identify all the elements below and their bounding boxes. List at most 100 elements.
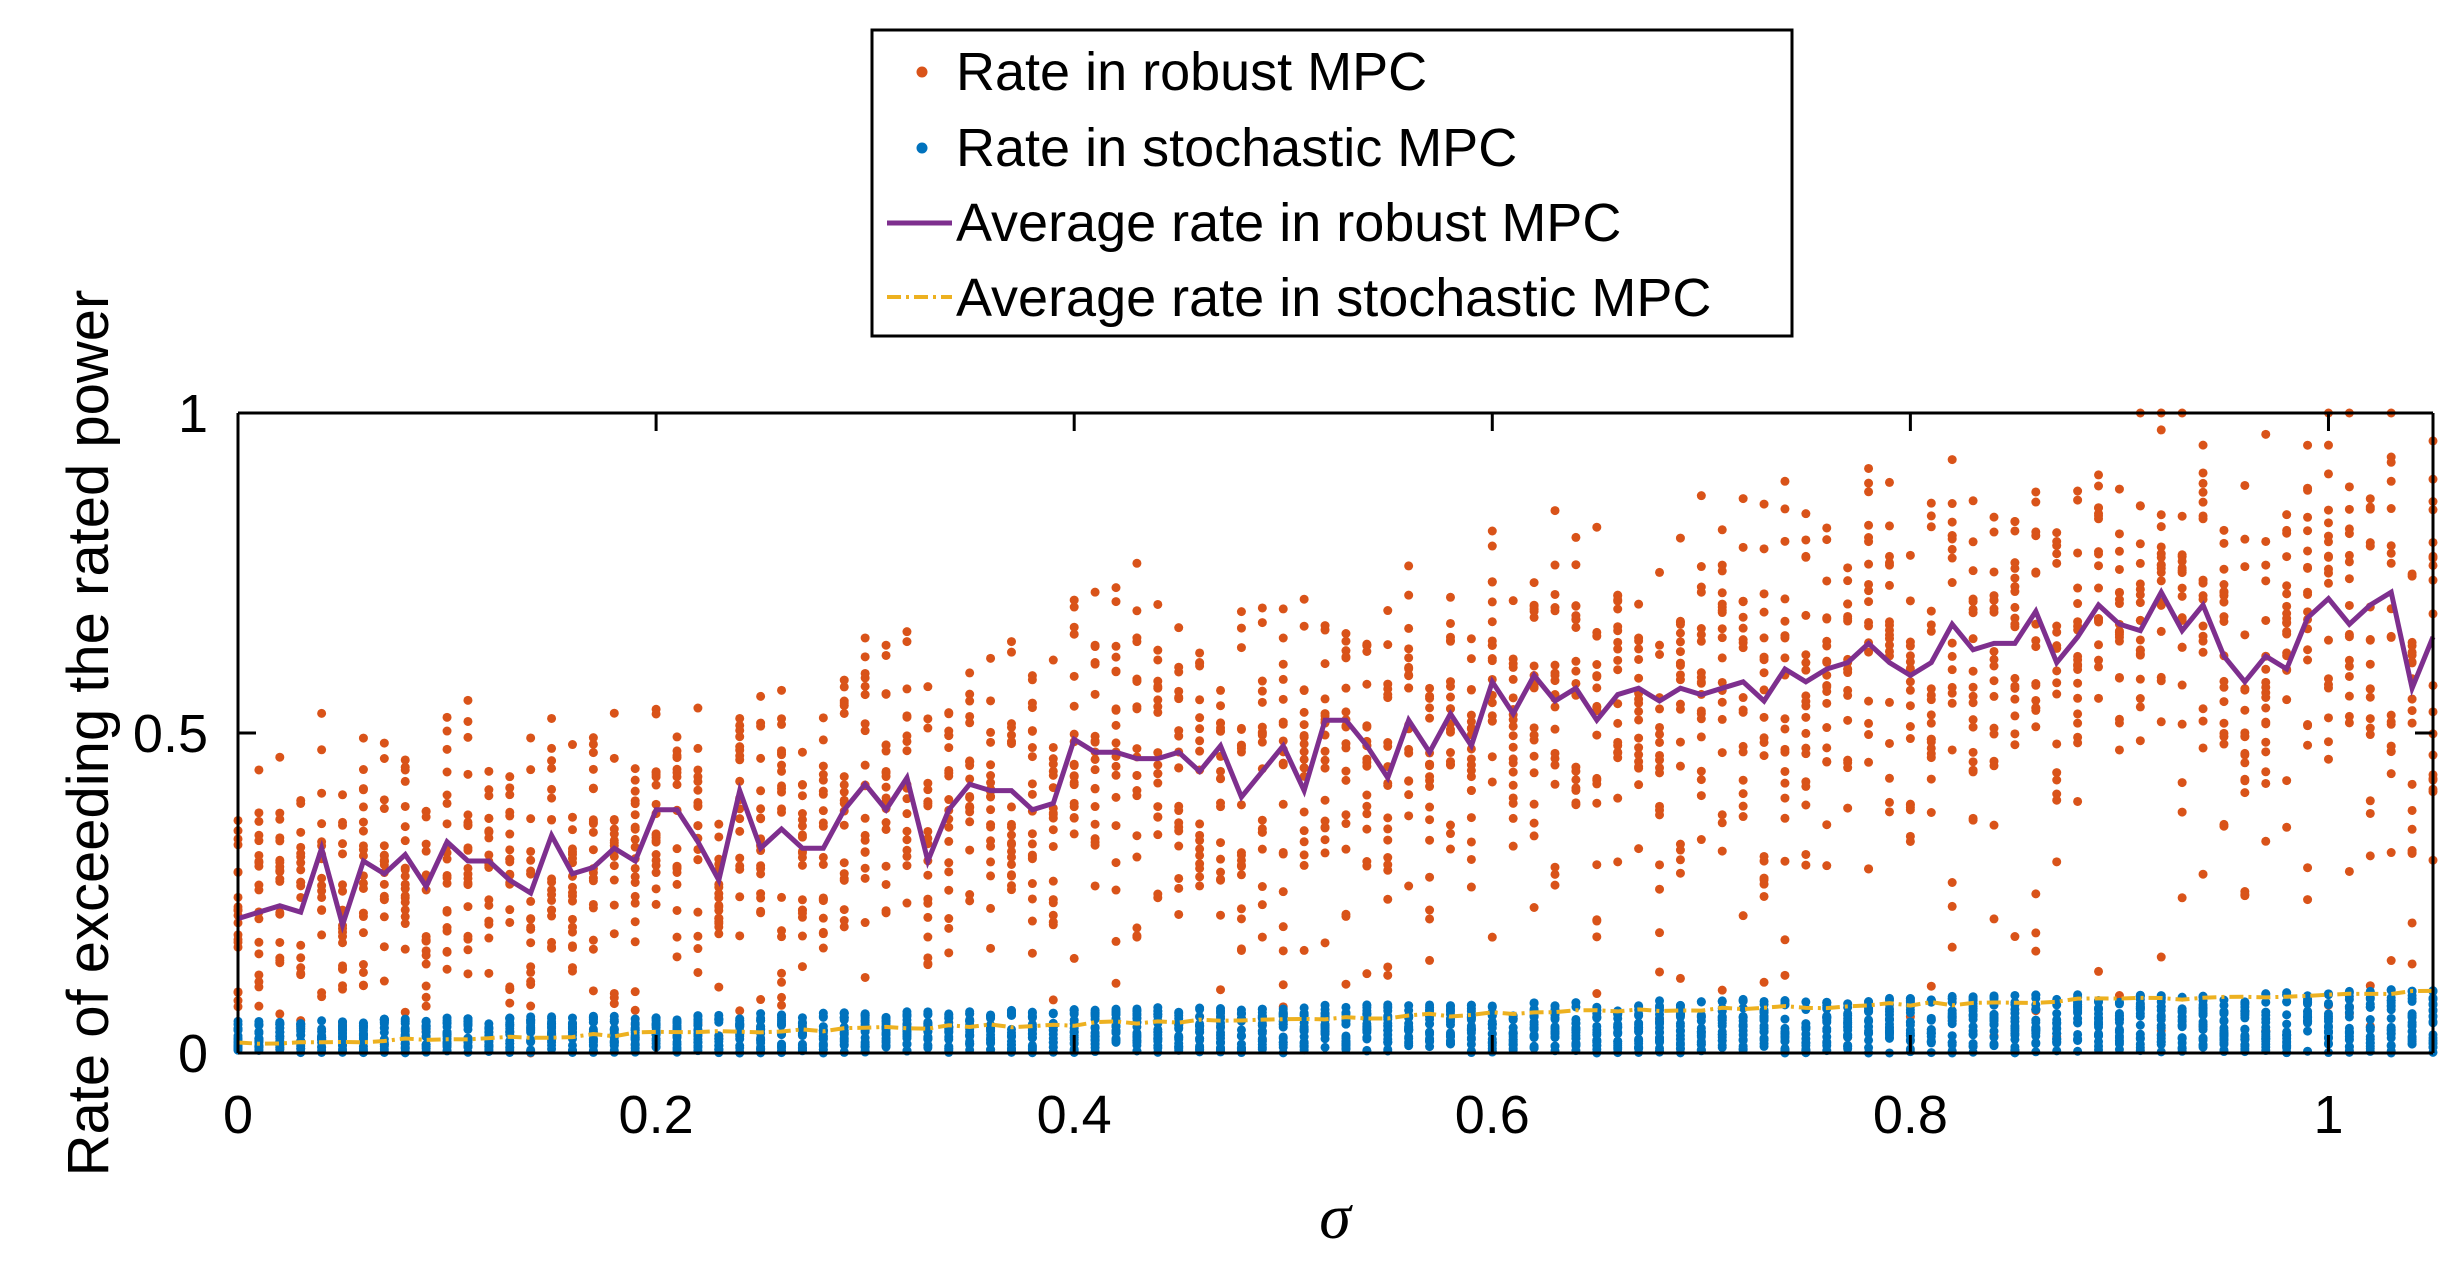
robust-point [567,941,577,951]
robust-point [1717,810,1727,820]
robust-point [1655,750,1665,760]
robust-point [2386,956,2396,966]
robust-point [1696,562,1706,572]
robust-point [254,808,264,818]
robust-point [1550,779,1560,789]
stochastic-point [1780,1014,1790,1024]
robust-point [1278,980,1288,990]
robust-point [923,785,933,795]
robust-point [1592,779,1602,789]
stochastic-point [2219,1007,2229,1017]
robust-point [1069,772,1079,782]
robust-point [1843,755,1853,765]
robust-point [1048,655,1058,665]
robust-point [1153,695,1163,705]
robust-point [2365,851,2375,861]
robust-point [2094,966,2104,976]
robust-point [421,959,431,969]
robust-point [986,822,996,832]
robust-point [1822,657,1832,667]
robust-point [1445,682,1455,692]
robust-point [651,855,661,865]
stochastic-point [1174,1039,1184,1049]
robust-point [2365,723,2375,733]
robust-point [1174,623,1184,633]
robust-point [1655,860,1665,870]
robust-point [1634,633,1644,643]
robust-point [505,845,515,855]
robust-point [1634,715,1644,725]
robust-point [1884,634,1894,644]
robust-point [1153,645,1163,655]
robust-point [275,955,285,965]
robust-point [756,906,766,916]
robust-point [714,922,724,932]
robust-point [2135,645,2145,655]
robust-point [317,992,327,1002]
stochastic-point [818,1012,828,1022]
robust-point [1153,748,1163,758]
robust-point [1508,754,1518,764]
robust-point [1153,812,1163,822]
robust-point [1947,745,1957,755]
robust-point [1801,849,1811,859]
robust-point [296,968,306,978]
robust-point [1550,880,1560,890]
stochastic-point [2240,1013,2250,1023]
robust-point [1404,653,1414,663]
robust-point [2386,558,2396,568]
robust-point [421,992,431,1002]
robust-point [1048,759,1058,769]
stochastic-point [797,1043,807,1053]
robust-point [567,825,577,835]
x-axis-label: σ [1319,1181,1353,1252]
robust-point [1278,799,1288,809]
robust-point [526,1001,536,1011]
robust-point [1111,738,1121,748]
robust-point [1362,801,1372,811]
robust-point [923,723,933,733]
robust-point [1195,850,1205,860]
robust-point [777,781,787,791]
robust-point [1843,613,1853,623]
robust-point [1613,622,1623,632]
robust-point [1989,654,1999,664]
stochastic-point [1655,996,1665,1006]
robust-point [2198,578,2208,588]
robust-point [1487,752,1497,762]
robust-point [2094,549,2104,559]
stochastic-point [2344,1035,2354,1045]
robust-point [400,897,410,907]
y-axis-ticks: 00.51 [133,384,2433,1084]
robust-point [400,912,410,922]
robust-point [923,912,933,922]
robust-point [400,905,410,915]
robust-point [588,873,598,883]
robust-point [505,772,515,782]
robust-point [609,929,619,939]
robust-point [1655,810,1665,820]
robust-point [2344,482,2354,492]
stochastic-point [1864,1015,1874,1025]
stochastic-point [442,1041,452,1051]
robust-point [484,900,494,910]
stochastic-point [1006,1024,1016,1034]
robust-point [735,742,745,752]
robust-point [860,690,870,700]
robust-point [1445,632,1455,642]
robust-point [839,787,849,797]
robust-point [2261,778,2271,788]
robust-point [1780,856,1790,866]
robust-point [735,751,745,761]
robust-point [296,849,306,859]
robust-point [1132,931,1142,941]
robust-point [338,981,348,991]
robust-point [1236,848,1246,858]
robust-point [2365,659,2375,669]
stochastic-point [693,1037,703,1047]
robust-point [2386,710,2396,720]
robust-point [902,898,912,908]
robust-point [1947,651,1957,661]
robust-point [1069,759,1079,769]
stochastic-point [2282,1019,2292,1029]
